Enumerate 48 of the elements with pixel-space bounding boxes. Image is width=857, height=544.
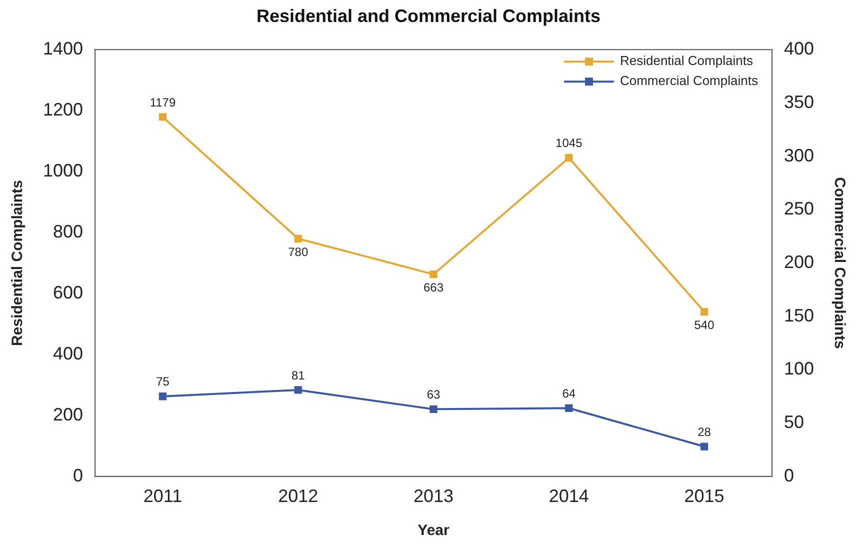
y-tick-label: 1200 xyxy=(42,100,84,120)
data-label: 63 xyxy=(426,387,440,402)
y2-axis-title: Commercial Complaints xyxy=(830,177,848,349)
data-label: 780 xyxy=(288,244,308,259)
point xyxy=(565,404,573,412)
y2-tick-label: 50 xyxy=(784,412,804,432)
x-tick-label: 2012 xyxy=(278,486,318,506)
data-label: 540 xyxy=(694,318,715,332)
x-tick-label: 2014 xyxy=(548,486,589,506)
y2-tick-label: 200 xyxy=(784,252,814,272)
y-axis-title: Residential Complaints xyxy=(9,180,26,346)
legend-label: Residential Complaints xyxy=(620,53,754,68)
legend-label: Commercial Complaints xyxy=(620,73,758,88)
y2-tick-label: 100 xyxy=(784,358,814,379)
point xyxy=(700,308,708,316)
chart-title: Residential and Commercial Complaints xyxy=(256,6,601,26)
point xyxy=(158,392,167,400)
data-label: 1045 xyxy=(556,136,583,150)
x-tick-label: 2015 xyxy=(684,486,724,506)
x-tick-label: 2011 xyxy=(143,486,182,506)
data-label: 1179 xyxy=(150,95,176,110)
x-tick-label: 2013 xyxy=(413,486,454,506)
point xyxy=(294,386,302,394)
data-label: 75 xyxy=(156,374,170,389)
y2-tick-label: 400 xyxy=(784,38,814,59)
point xyxy=(700,442,708,450)
y-tick-label: 800 xyxy=(52,221,84,242)
data-label: 28 xyxy=(698,424,712,439)
y-tick-label: 400 xyxy=(52,343,84,364)
y2-tick-label: 150 xyxy=(784,305,814,326)
y-tick-label: 1400 xyxy=(42,38,84,59)
x-axis-title: Year xyxy=(418,522,450,540)
data-label: 663 xyxy=(423,280,444,295)
data-label: 64 xyxy=(562,386,576,400)
y2-tick-label: 250 xyxy=(784,198,814,219)
point xyxy=(158,113,167,121)
y-tick-label: 200 xyxy=(52,404,84,424)
y2-tick-label: 350 xyxy=(784,92,814,112)
y-tick-label: 0 xyxy=(73,465,84,486)
y-tick-label: 1000 xyxy=(42,160,84,181)
y2-tick-label: 0 xyxy=(784,465,794,486)
point xyxy=(430,270,438,278)
y2-tick-label: 300 xyxy=(784,145,814,166)
data-label: 81 xyxy=(291,368,306,382)
point xyxy=(294,234,302,242)
point xyxy=(430,405,438,414)
y-tick-label: 600 xyxy=(52,282,84,302)
point xyxy=(565,154,573,162)
